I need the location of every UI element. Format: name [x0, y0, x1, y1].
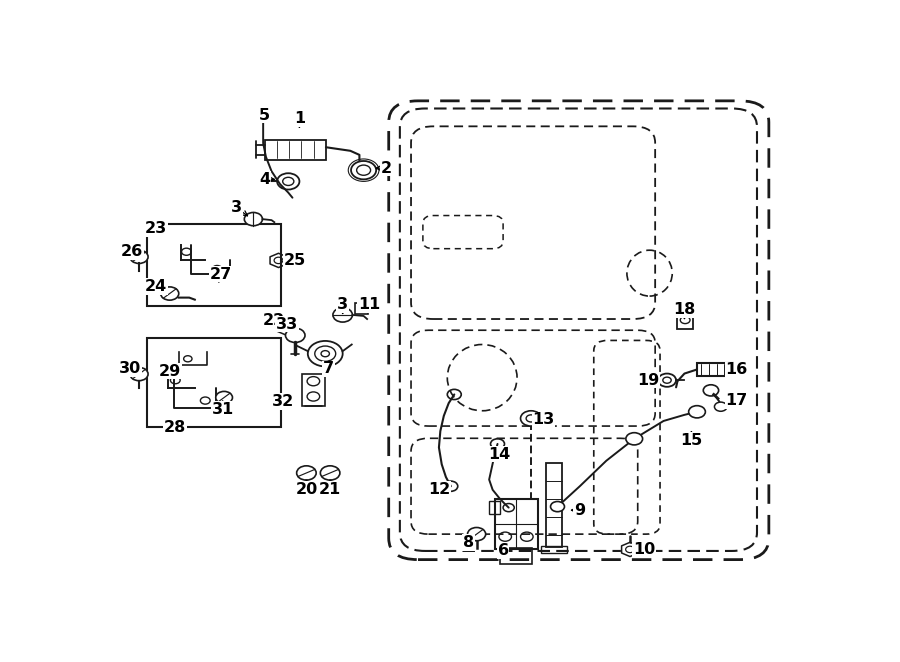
Circle shape: [277, 173, 300, 189]
Circle shape: [351, 161, 376, 179]
Bar: [546, 463, 562, 547]
Text: 12: 12: [428, 483, 450, 497]
Circle shape: [467, 528, 486, 541]
Circle shape: [551, 502, 564, 512]
Circle shape: [285, 328, 305, 342]
Text: 18: 18: [673, 303, 696, 317]
Polygon shape: [622, 542, 638, 557]
Bar: [697, 363, 734, 376]
Text: 3: 3: [231, 201, 242, 215]
Text: 29: 29: [158, 363, 181, 379]
Text: 13: 13: [533, 412, 554, 428]
Bar: [500, 548, 532, 564]
Circle shape: [715, 402, 727, 411]
Circle shape: [130, 367, 148, 381]
Circle shape: [688, 406, 706, 418]
Bar: [356, 303, 368, 314]
Text: 11: 11: [358, 297, 381, 312]
Circle shape: [216, 391, 232, 404]
Text: 10: 10: [633, 542, 655, 557]
Bar: [490, 501, 500, 514]
Circle shape: [160, 287, 179, 300]
Text: 24: 24: [145, 279, 166, 294]
Text: 28: 28: [164, 420, 186, 434]
Text: 20: 20: [295, 483, 318, 497]
Text: 33: 33: [275, 316, 298, 332]
Text: 6: 6: [498, 544, 508, 559]
Text: 2: 2: [381, 161, 392, 175]
Text: 25: 25: [284, 253, 306, 268]
Circle shape: [333, 308, 353, 322]
Polygon shape: [275, 318, 295, 335]
Bar: [265, 140, 326, 160]
Text: 17: 17: [725, 393, 748, 408]
Text: 5: 5: [259, 108, 270, 122]
Circle shape: [626, 433, 643, 445]
Text: 31: 31: [212, 402, 234, 417]
Text: 7: 7: [323, 361, 334, 377]
Text: 30: 30: [119, 361, 141, 377]
Bar: [148, 224, 282, 307]
Bar: [678, 313, 693, 329]
Text: 19: 19: [637, 373, 660, 388]
Text: 21: 21: [319, 483, 341, 497]
Text: 14: 14: [489, 447, 510, 461]
Text: 4: 4: [259, 172, 270, 187]
Text: 27: 27: [210, 267, 231, 281]
Text: 32: 32: [273, 394, 294, 409]
Circle shape: [658, 373, 676, 387]
Text: 22: 22: [263, 312, 285, 328]
Text: 26: 26: [121, 244, 143, 260]
Bar: [302, 374, 325, 406]
Text: 3: 3: [338, 297, 348, 312]
Text: 16: 16: [725, 363, 748, 377]
Circle shape: [703, 385, 718, 396]
Text: 1: 1: [294, 111, 305, 126]
Text: 23: 23: [145, 221, 166, 236]
Circle shape: [297, 466, 316, 480]
Circle shape: [130, 250, 148, 263]
Text: 15: 15: [680, 433, 703, 448]
Polygon shape: [270, 254, 287, 267]
Circle shape: [244, 213, 263, 226]
Circle shape: [308, 341, 343, 367]
Text: 8: 8: [463, 535, 473, 549]
Text: 9: 9: [574, 502, 585, 518]
Bar: [541, 546, 567, 553]
Bar: [495, 499, 538, 549]
Bar: [148, 338, 282, 427]
Circle shape: [520, 410, 542, 426]
Circle shape: [320, 466, 340, 480]
